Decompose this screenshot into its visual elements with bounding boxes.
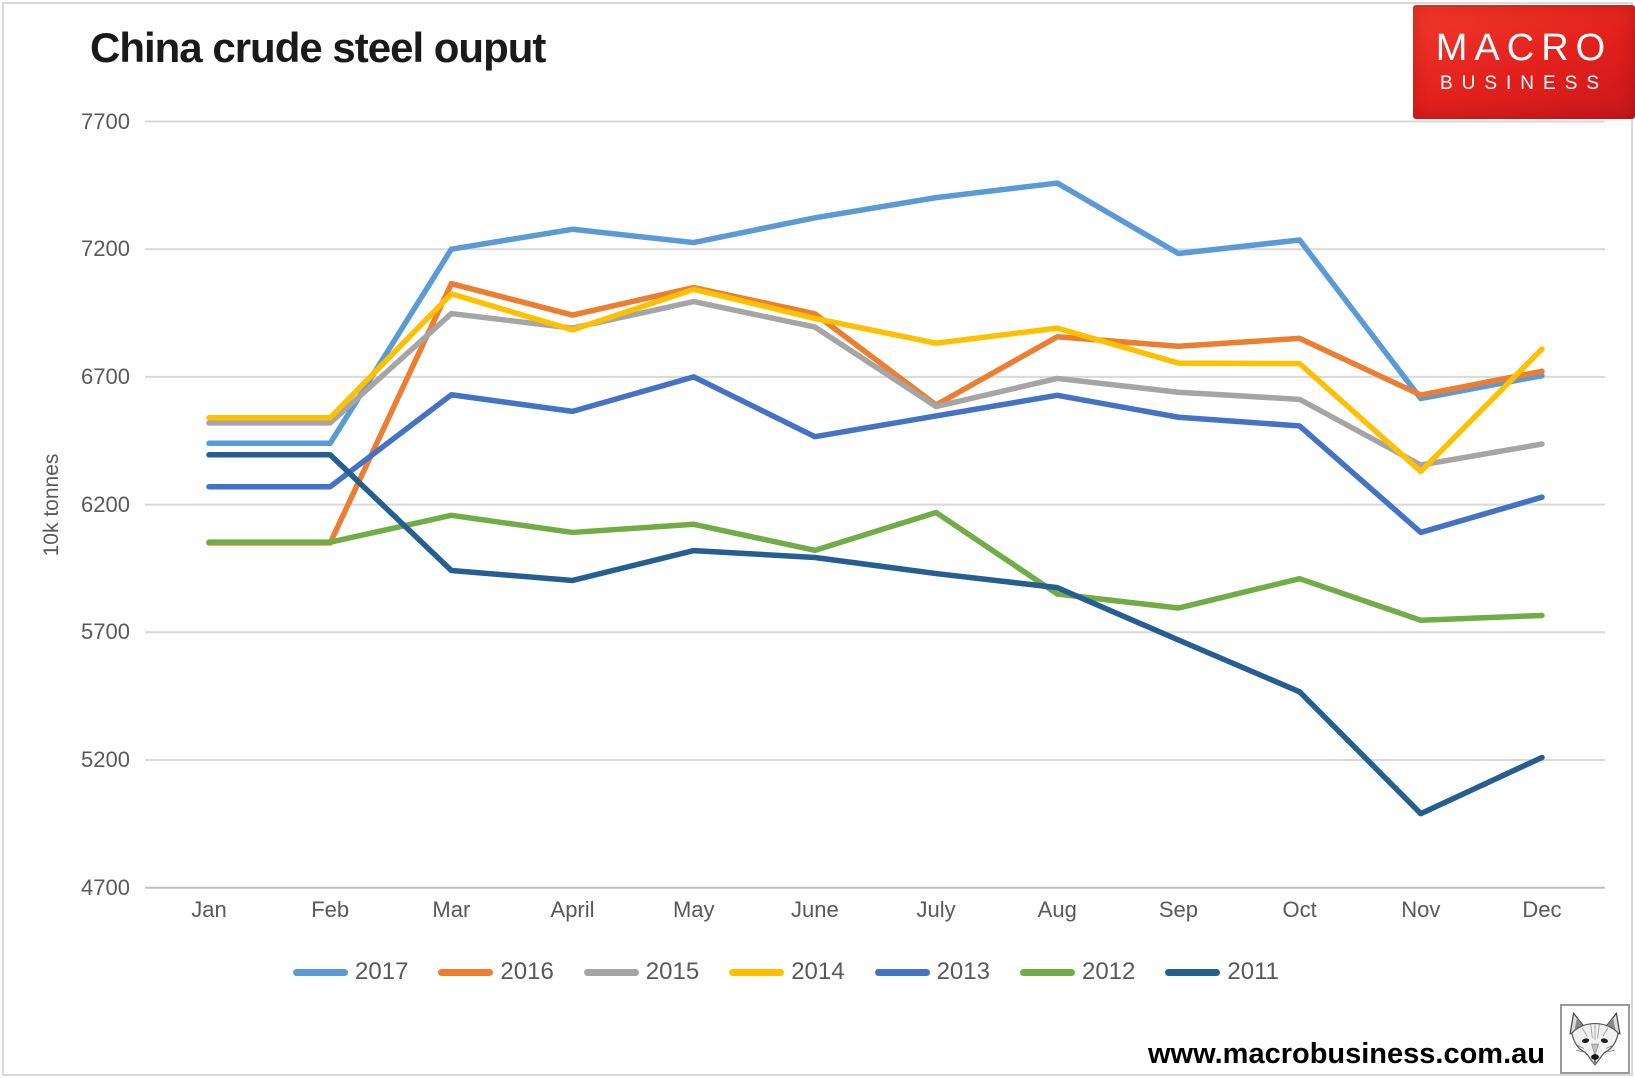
series-line-2014	[206, 286, 1545, 475]
legend-item-2014: 2014	[729, 958, 845, 986]
y-axis-title: 10k tonnes	[40, 453, 63, 557]
legend-item-2015: 2015	[583, 958, 700, 986]
y-tick-label-6700: 6700	[81, 363, 130, 389]
legend-label-2014: 2014	[791, 958, 845, 985]
chart-title: China crude steel ouput	[90, 24, 546, 71]
month-label-june: June	[791, 897, 839, 922]
month-label-sep: Sep	[1158, 897, 1199, 922]
month-label-may: May	[672, 897, 715, 922]
month-label-feb: Feb	[311, 897, 350, 922]
legend-item-2017: 2017	[293, 958, 408, 986]
series-line-2011	[206, 452, 1545, 817]
macrobusiness-brand-logo: MACRO BUSINESS	[1413, 5, 1635, 119]
brand-name-macro: MACRO	[1435, 27, 1613, 70]
legend-label-2017: 2017	[355, 958, 409, 985]
y-tick-label-5200: 5200	[81, 747, 130, 772]
legend-label-2011: 2011	[1227, 958, 1279, 985]
legend-swatch-2015	[583, 968, 639, 976]
wolf-sketch-logo	[1560, 1004, 1630, 1074]
series-line-2015	[206, 298, 1545, 468]
y-tick-label-7700: 7700	[81, 108, 130, 134]
y-tick-label-5700: 5700	[81, 619, 130, 645]
legend-label-2016: 2016	[500, 958, 554, 985]
legend-item-2012: 2012	[1019, 958, 1136, 986]
series-line-2012	[206, 509, 1545, 624]
legend-swatch-2011	[1165, 968, 1221, 976]
chart-legend: 2017 2016 2015 2014 2013 2012 2011	[293, 958, 1279, 986]
legend-swatch-2014	[729, 968, 785, 976]
series-line-2013	[206, 374, 1545, 536]
legend-item-2016: 2016	[438, 958, 554, 986]
month-label-oct: Oct	[1282, 897, 1317, 922]
legend-swatch-2016	[438, 968, 494, 976]
y-tick-label-6200: 6200	[81, 491, 130, 517]
legend-label-2012: 2012	[1081, 958, 1136, 985]
brand-name-business: BUSINESS	[1439, 72, 1609, 94]
month-label-jan: Jan	[191, 897, 227, 922]
y-tick-label-7200: 7200	[81, 236, 130, 262]
series-line-2017	[206, 180, 1545, 447]
series-line-2016	[206, 280, 1545, 546]
month-label-july: July	[916, 897, 956, 922]
legend-label-2013: 2013	[936, 958, 990, 985]
month-label-april: April	[550, 897, 595, 922]
legend-swatch-2013	[874, 968, 930, 976]
legend-item-2011: 2011	[1165, 958, 1279, 986]
month-label-aug: Aug	[1037, 897, 1077, 922]
month-label-dec: Dec	[1522, 897, 1562, 922]
wolf-head-icon	[1569, 1011, 1621, 1066]
legend-item-2013: 2013	[874, 958, 990, 986]
month-label-mar: Mar	[432, 897, 471, 922]
legend-swatch-2012	[1019, 968, 1075, 976]
website-url: www.macrobusiness.com.au	[1148, 1038, 1545, 1070]
month-label-nov: Nov	[1401, 897, 1441, 922]
legend-swatch-2017	[293, 968, 349, 976]
y-tick-label-4700: 4700	[81, 874, 130, 900]
legend-label-2015: 2015	[645, 958, 700, 985]
